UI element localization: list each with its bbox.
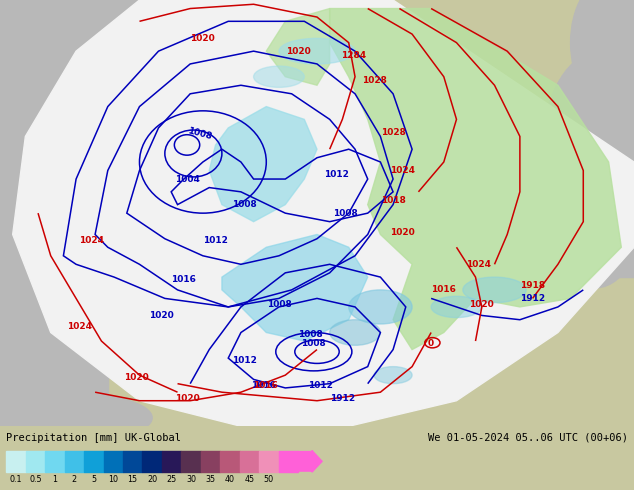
Text: 1008: 1008 (298, 330, 323, 339)
Ellipse shape (330, 319, 380, 345)
Text: 1012: 1012 (203, 236, 228, 245)
Ellipse shape (374, 367, 412, 384)
Bar (6, 450, 26, 472)
Ellipse shape (539, 53, 634, 288)
Text: 1024: 1024 (67, 321, 92, 331)
Text: 1918: 1918 (520, 281, 545, 290)
Text: 1024: 1024 (79, 236, 105, 245)
Text: 1008: 1008 (333, 209, 358, 218)
Text: 1016: 1016 (171, 275, 197, 284)
Text: 1020: 1020 (149, 311, 174, 320)
Ellipse shape (431, 296, 482, 318)
Text: 1008: 1008 (186, 127, 213, 142)
Bar (65, 450, 84, 472)
Text: 1008: 1008 (231, 200, 257, 209)
Bar (84, 450, 103, 472)
Ellipse shape (463, 277, 526, 303)
Bar (240, 450, 259, 472)
Text: 1284: 1284 (341, 51, 366, 60)
Text: 5: 5 (91, 475, 96, 484)
Text: 0.5: 0.5 (29, 475, 42, 484)
Text: 1020: 1020 (190, 34, 216, 43)
Ellipse shape (349, 290, 412, 324)
Bar (143, 450, 162, 472)
Text: 0.1: 0.1 (10, 475, 22, 484)
Bar (45, 450, 65, 472)
Text: 1020: 1020 (124, 373, 149, 382)
Text: 1024: 1024 (466, 260, 491, 269)
Text: 1024: 1024 (390, 166, 415, 175)
Text: 10: 10 (108, 475, 119, 484)
Text: 30: 30 (186, 475, 196, 484)
Bar (0, 0, 108, 426)
Polygon shape (222, 234, 368, 341)
Polygon shape (266, 8, 330, 85)
Text: 1016: 1016 (250, 381, 276, 391)
Bar (162, 450, 181, 472)
Text: 1016: 1016 (252, 381, 278, 391)
Text: 1012: 1012 (307, 381, 333, 391)
Text: 1912: 1912 (330, 394, 355, 403)
Bar (201, 450, 220, 472)
Polygon shape (13, 0, 634, 426)
Bar (278, 450, 298, 472)
Bar (181, 450, 201, 472)
Ellipse shape (0, 0, 197, 68)
Text: 1012: 1012 (323, 171, 349, 179)
Text: 1028: 1028 (361, 76, 387, 85)
Bar (259, 450, 278, 472)
Text: 1020: 1020 (469, 300, 495, 309)
Bar (103, 450, 123, 472)
Text: 1018: 1018 (380, 196, 406, 205)
Text: 1020: 1020 (174, 394, 200, 403)
Ellipse shape (0, 32, 95, 267)
Text: 50: 50 (264, 475, 274, 484)
Bar (123, 450, 143, 472)
Text: 1012: 1012 (231, 356, 257, 365)
Ellipse shape (571, 0, 634, 106)
Text: 1008: 1008 (301, 339, 327, 348)
Text: 15: 15 (127, 475, 138, 484)
Text: 45: 45 (244, 475, 254, 484)
Text: 35: 35 (205, 475, 216, 484)
Text: 1004: 1004 (174, 174, 200, 184)
Ellipse shape (279, 38, 355, 64)
Text: 1912: 1912 (520, 294, 545, 303)
Text: 1008: 1008 (266, 300, 292, 309)
Bar (558, 85, 634, 277)
Text: Precipitation [mm] UK-Global: Precipitation [mm] UK-Global (6, 433, 181, 442)
Text: 40: 40 (225, 475, 235, 484)
Text: 25: 25 (167, 475, 177, 484)
Bar (220, 450, 240, 472)
Text: 1028: 1028 (380, 128, 406, 137)
Text: 1: 1 (53, 475, 58, 484)
Text: 1020: 1020 (285, 47, 311, 56)
Polygon shape (209, 107, 317, 221)
Text: 20: 20 (147, 475, 157, 484)
Text: 1016: 1016 (431, 285, 456, 294)
FancyArrow shape (298, 450, 322, 472)
Ellipse shape (0, 392, 152, 443)
Bar (26, 450, 45, 472)
Polygon shape (330, 8, 621, 349)
Text: 1020: 1020 (390, 228, 415, 237)
Ellipse shape (0, 0, 174, 181)
Text: 0: 0 (428, 339, 434, 348)
Ellipse shape (254, 66, 304, 87)
Text: 2: 2 (72, 475, 77, 484)
Text: We 01-05-2024 05..06 UTC (00+06): We 01-05-2024 05..06 UTC (00+06) (428, 433, 628, 442)
